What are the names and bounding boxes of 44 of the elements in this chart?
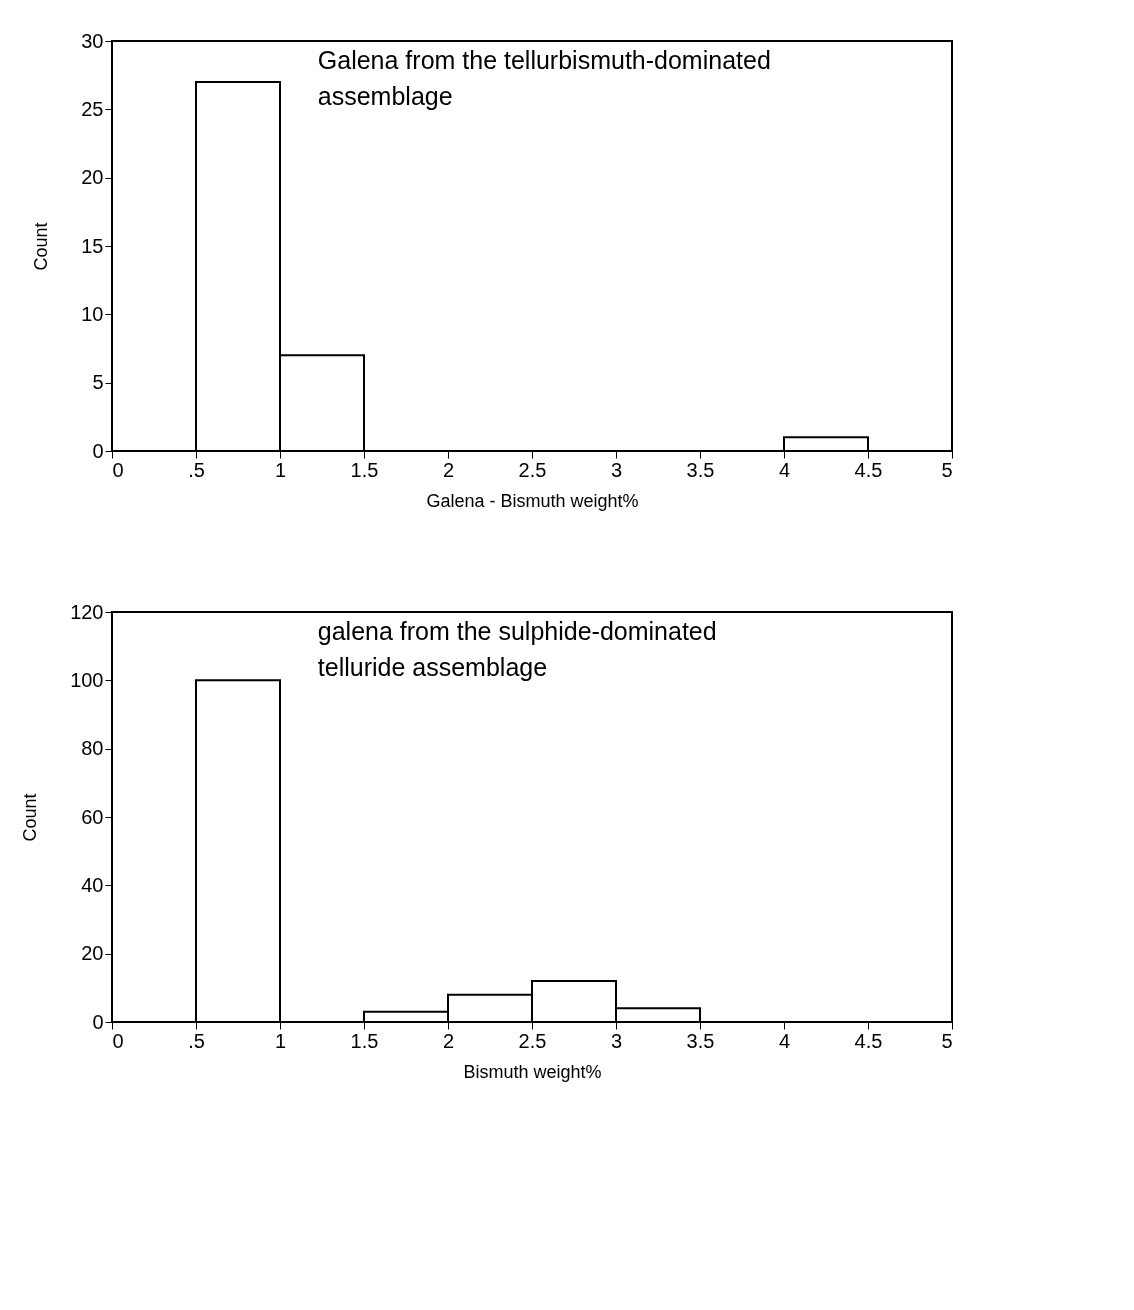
- x-tick-label: 0: [112, 1029, 124, 1052]
- y-tick-label: 10: [81, 302, 104, 325]
- annotation: telluride assemblage: [317, 653, 548, 681]
- x-tick-label: 1.5: [350, 1029, 379, 1052]
- x-tick-label: 2: [442, 1029, 455, 1052]
- x-tick-label: .5: [188, 458, 205, 481]
- y-tick-label: 5: [92, 371, 104, 394]
- x-tick-label: 1: [274, 458, 287, 481]
- y-tick-label: 15: [81, 234, 104, 257]
- x-axis-title: Bismuth weight%: [463, 1061, 602, 1082]
- y-tick-label: 30: [81, 29, 104, 52]
- x-tick-label: 2.5: [518, 458, 547, 481]
- x-tick-label: 2.5: [518, 1029, 547, 1052]
- x-tick-label: 3.5: [686, 458, 715, 481]
- x-tick-label: 1: [274, 1029, 287, 1052]
- y-axis-title: Count: [20, 793, 41, 842]
- y-tick-label: 0: [92, 439, 104, 462]
- x-tick-label: 4.5: [854, 458, 883, 481]
- x-tick-label: 5: [941, 1029, 953, 1052]
- y-tick-label: 100: [70, 668, 104, 691]
- y-tick-label: 20: [81, 166, 104, 189]
- y-tick-label: 0: [92, 1010, 104, 1033]
- y-tick-label: 40: [81, 873, 104, 896]
- x-tick-label: .5: [188, 1029, 205, 1052]
- x-tick-label: 0: [112, 458, 124, 481]
- annotation: Galena from the tellurbismuth-dominated: [317, 46, 771, 74]
- x-axis-title: Galena - Bismuth weight%: [426, 490, 639, 511]
- x-tick-label: 4: [778, 1029, 791, 1052]
- y-tick-label: 80: [81, 737, 104, 760]
- x-tick-label: 3.5: [686, 1029, 715, 1052]
- y-tick-label: 60: [81, 805, 104, 828]
- y-tick-label: 25: [81, 97, 104, 120]
- x-tick-label: 3: [610, 458, 623, 481]
- x-tick-label: 4: [778, 458, 791, 481]
- x-tick-label: 3: [610, 1029, 623, 1052]
- y-tick-label: 120: [70, 600, 104, 623]
- annotation: galena from the sulphide-dominated: [317, 617, 717, 645]
- x-tick-label: 2: [442, 458, 455, 481]
- x-tick-label: 4.5: [854, 1029, 883, 1052]
- y-axis-title: Count: [31, 222, 52, 271]
- y-tick-label: 20: [81, 942, 104, 965]
- x-tick-label: 1.5: [350, 458, 379, 481]
- annotation: assemblage: [317, 82, 453, 110]
- x-tick-label: 5: [941, 458, 953, 481]
